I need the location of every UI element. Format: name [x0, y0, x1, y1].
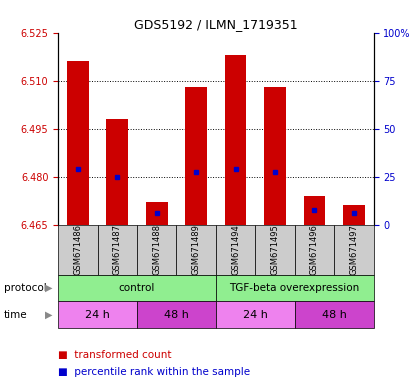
Bar — [295, 301, 374, 328]
Text: 24 h: 24 h — [85, 310, 110, 320]
Text: ▶: ▶ — [45, 310, 52, 320]
Bar — [264, 87, 286, 225]
Bar — [146, 202, 168, 225]
Text: time: time — [4, 310, 28, 320]
Text: GSM671495: GSM671495 — [271, 224, 279, 275]
Bar — [343, 205, 365, 225]
Title: GDS5192 / ILMN_1719351: GDS5192 / ILMN_1719351 — [134, 18, 298, 31]
Bar — [255, 225, 295, 275]
Bar — [176, 225, 216, 275]
Text: GSM671486: GSM671486 — [73, 224, 82, 275]
Text: GSM671488: GSM671488 — [152, 224, 161, 275]
Text: GSM671489: GSM671489 — [192, 224, 200, 275]
Bar — [216, 225, 255, 275]
Bar — [185, 87, 207, 225]
Text: GSM671496: GSM671496 — [310, 224, 319, 275]
Bar — [106, 119, 128, 225]
Text: ■  percentile rank within the sample: ■ percentile rank within the sample — [58, 367, 250, 377]
Bar — [303, 196, 325, 225]
Text: GSM671497: GSM671497 — [349, 224, 358, 275]
Bar — [216, 275, 374, 301]
Text: GSM671487: GSM671487 — [113, 224, 122, 275]
Bar — [137, 301, 216, 328]
Bar — [225, 55, 247, 225]
Bar — [67, 61, 89, 225]
Text: 48 h: 48 h — [164, 310, 189, 320]
Text: ▶: ▶ — [45, 283, 52, 293]
Text: control: control — [119, 283, 155, 293]
Bar — [58, 275, 216, 301]
Text: ■  transformed count: ■ transformed count — [58, 350, 171, 360]
Text: TGF-beta overexpression: TGF-beta overexpression — [229, 283, 360, 293]
Bar — [58, 301, 137, 328]
Bar — [216, 301, 295, 328]
Text: 24 h: 24 h — [243, 310, 268, 320]
Bar — [58, 225, 98, 275]
Text: 48 h: 48 h — [322, 310, 347, 320]
Bar — [98, 225, 137, 275]
Bar — [334, 225, 374, 275]
Text: protocol: protocol — [4, 283, 47, 293]
Text: GSM671494: GSM671494 — [231, 224, 240, 275]
Bar — [137, 225, 176, 275]
Bar — [295, 225, 334, 275]
